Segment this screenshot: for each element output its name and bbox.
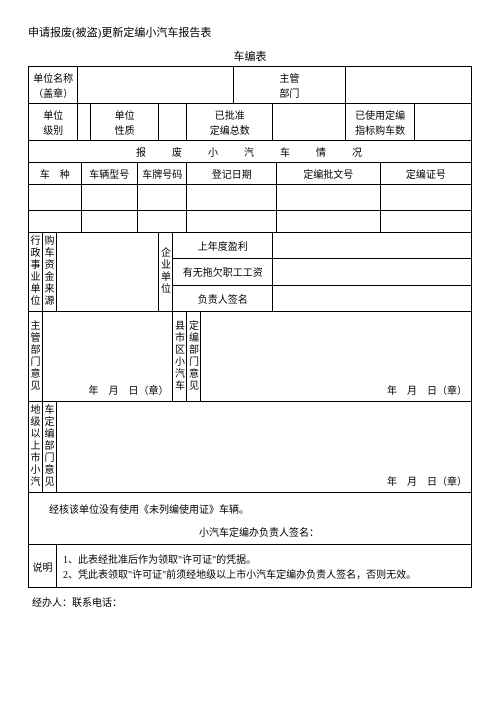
value-profit [273,233,472,259]
footer-line: 经办人：联系电话： [28,594,472,609]
notes-cell: 1、此表经批准后作为领取"许可证"的凭据。 2、凭此表领取"许可证"前须经地级以… [57,545,472,588]
label-county-l1: 县市区小汽车 [173,312,187,402]
value-used [415,104,472,141]
label-dept-opinion: 主管部门意见 [29,312,43,402]
note-2: 2、凭此表领取"许可证"前须经地级以上市小汽车定编办负责人签名，否则无效。 [63,566,465,581]
value-dept [346,67,472,104]
value-county-opinion: 年 月 日（章） [201,312,472,402]
label-city-l1: 地级以上市小汽 [29,402,43,493]
value-unit-level [78,104,91,141]
value-sign [273,285,472,311]
value-wages [273,259,472,285]
table-row [187,185,276,211]
section-header: 报 废 小 汽 车 情 况 [29,141,472,163]
label-dept: 主管 部门 [233,67,345,104]
table-row [276,211,380,233]
label-enterprise: 企业单位 [159,233,173,312]
document-title: 申请报废(被盗)更新定编小汽车报告表 [28,24,472,40]
value-city-opinion: 年 月 日（章） [57,402,472,493]
table-row [81,211,138,233]
table-row [29,185,82,211]
table-row [276,185,380,211]
label-buy-funds: 购车资金来源 [43,233,57,312]
table-row [138,185,187,211]
table-row [380,185,471,211]
label-used: 已使用定编 指标购车数 [346,104,415,141]
label-unit-name: 单位名称 （盖章） [29,67,78,104]
verification-cell: 经核该单位没有使用《未列编使用证》车辆。 小汽车定编办负责人签名： [29,493,472,545]
table-row [380,211,471,233]
value-funds [57,233,159,312]
col-cert: 定编证号 [380,163,471,185]
col-approval: 定编批文号 [276,163,380,185]
table-row [187,211,276,233]
col-regdate: 登记日期 [187,163,276,185]
label-unit-level: 单位 级别 [29,104,78,141]
col-model: 车辆型号 [81,163,138,185]
table-row [138,211,187,233]
label-approved: 已批准 定编总数 [187,104,273,141]
table-row [81,185,138,211]
label-wages: 有无拖欠职工工资 [173,259,273,285]
label-sign: 负责人签名 [173,285,273,311]
value-dept-opinion: 年 月 日（章） [43,312,173,402]
sub-title: 车编表 [28,48,472,64]
value-approved [273,104,346,141]
label-county-l2: 定编部门意见 [187,312,201,402]
table-row [29,211,82,233]
col-type: 车 种 [29,163,82,185]
main-form-table: 单位名称 （盖章） 主管 部门 单位 级别 单位 性质 已批准 定编总数 已使用… [28,66,472,588]
col-plate: 车牌号码 [138,163,187,185]
verify-sign: 小汽车定编办负责人签名： [49,524,469,539]
label-city-l2: 车定编部门意见 [43,402,57,493]
label-unit-type: 单位 性质 [90,104,159,141]
label-notes: 说明 [29,545,57,588]
verify-text: 经核该单位没有使用《未列编使用证》车辆。 [49,501,469,516]
label-admin-unit: 行政事业单位 [29,233,43,312]
label-profit: 上年度盈利 [173,233,273,259]
note-1: 1、此表经批准后作为领取"许可证"的凭据。 [63,551,465,566]
value-unit-name [78,67,233,104]
value-unit-type [159,104,187,141]
